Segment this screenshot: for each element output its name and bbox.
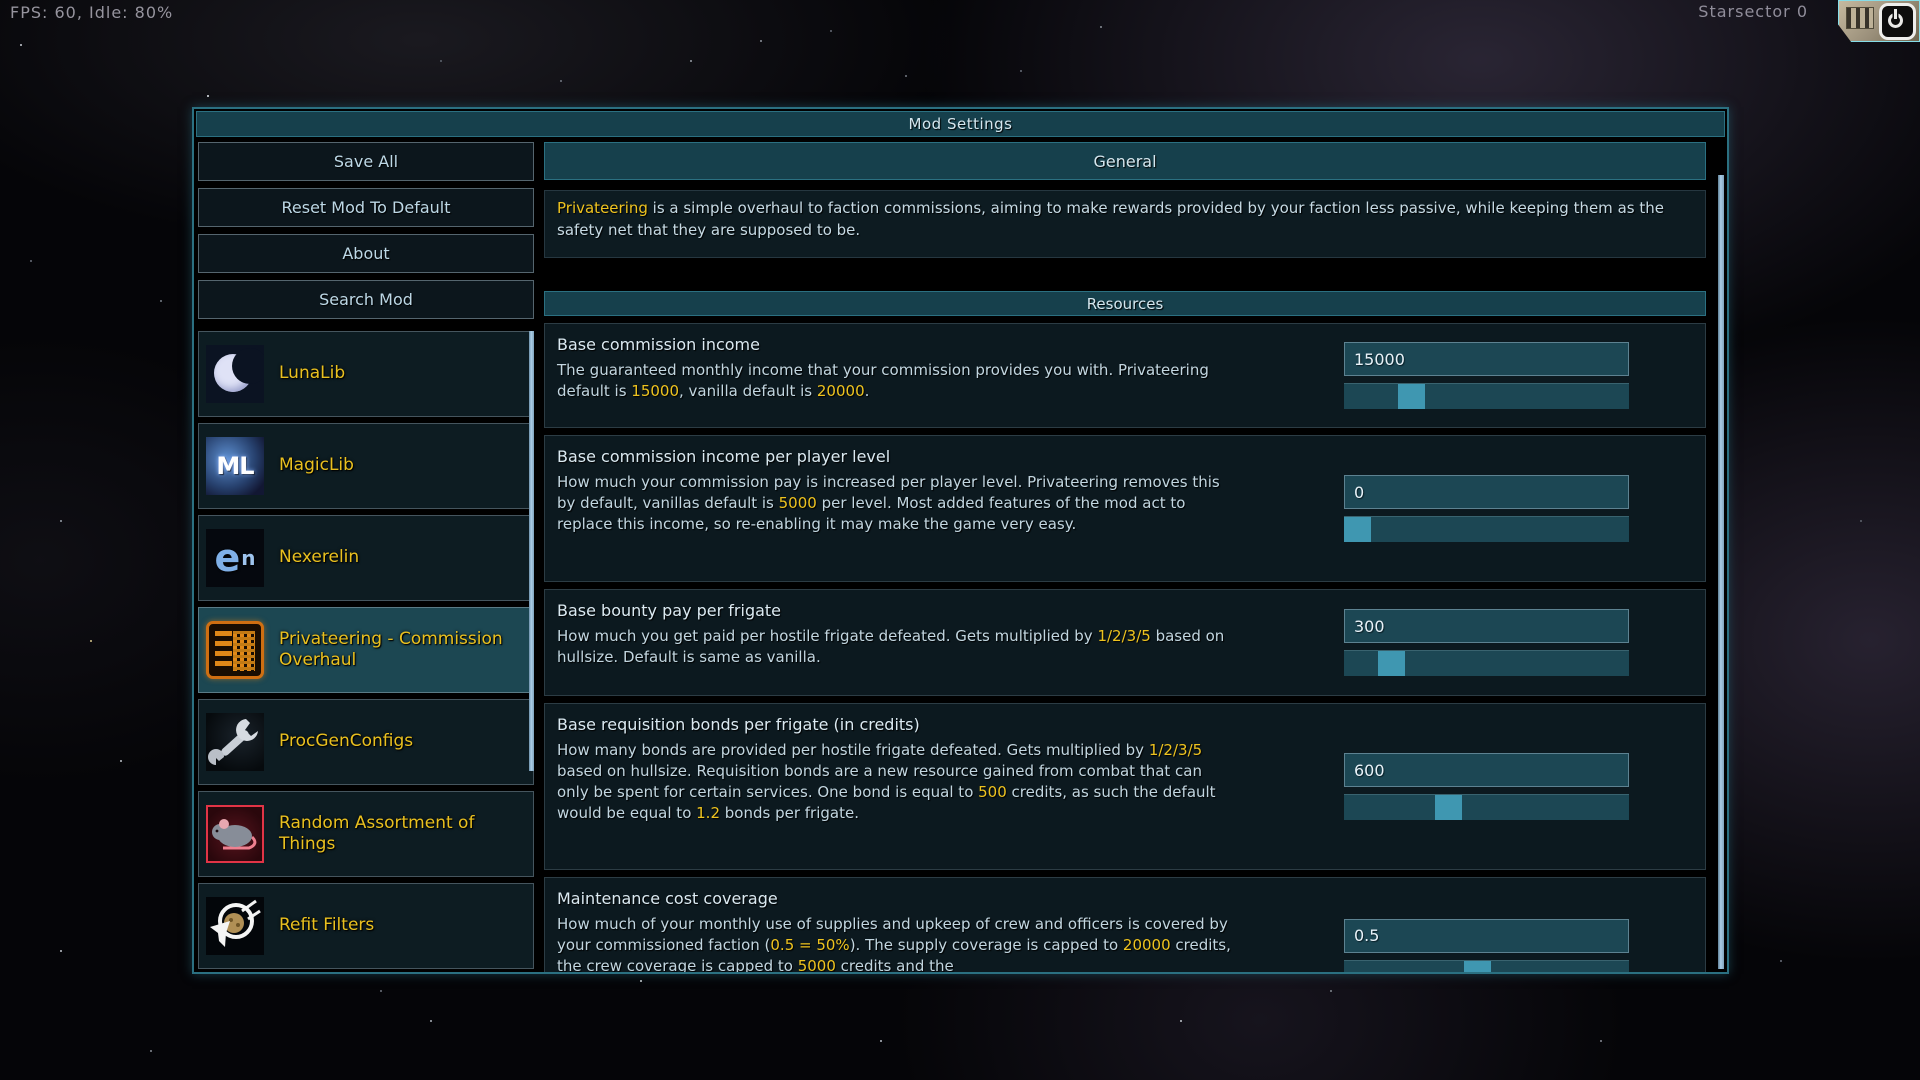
value-slider[interactable] (1344, 959, 1629, 972)
mod-item-procgenconfigs[interactable]: ProcGenConfigs (198, 699, 534, 785)
mod-description: Privateering is a simple overhaul to fac… (544, 190, 1706, 258)
dialog-title: Mod Settings (196, 111, 1725, 137)
value-slider[interactable] (1344, 650, 1629, 676)
slider-handle[interactable] (1398, 384, 1426, 409)
setting-label: Base bounty pay per frigate (557, 601, 782, 620)
mod-item-magiclib[interactable]: ML MagicLib (198, 423, 534, 509)
setting-description: How much you get paid per hostile frigat… (557, 627, 1225, 666)
mod-name: LunaLib (279, 363, 346, 384)
value-input[interactable] (1344, 342, 1629, 376)
search-mod-button[interactable]: Search Mod (198, 280, 534, 319)
power-widget (1838, 0, 1920, 42)
about-button[interactable]: About (198, 234, 534, 273)
mod-name: Random Assortment of Things (279, 812, 475, 854)
mod-settings-dialog: Mod Settings Save All Reset Mod To Defau… (192, 107, 1729, 974)
mod-item-privateering[interactable]: Privateering - Commission Overhaul (198, 607, 534, 693)
setting-row-maintenance-coverage: Maintenance cost coverage How much of yo… (544, 877, 1706, 974)
power-button[interactable] (1879, 3, 1916, 40)
save-all-button[interactable]: Save All (198, 142, 534, 181)
value-slider[interactable] (1344, 794, 1629, 820)
value-input[interactable] (1344, 918, 1629, 953)
reset-mod-button[interactable]: Reset Mod To Default (198, 188, 534, 227)
starfield-background (0, 0, 2, 2)
rat-icon (206, 805, 264, 863)
fps-counter: FPS: 60, Idle: 80% (10, 3, 174, 22)
slider-handle[interactable] (1344, 517, 1371, 542)
mod-name: Refit Filters (279, 915, 375, 936)
setting-description: How many bonds are provided per hostile … (557, 741, 1216, 822)
mod-name: ProcGenConfigs (279, 731, 414, 752)
settings-scrollbar[interactable] (1718, 175, 1724, 969)
power-icon (1888, 9, 1903, 28)
setting-row-requisition-bonds: Base requisition bonds per frigate (in c… (544, 703, 1706, 870)
setting-description: How much of your monthly use of supplies… (557, 915, 1231, 974)
settings-panel: General Privateering is a simple overhau… (544, 111, 1706, 972)
setting-label: Base commission income (557, 335, 760, 354)
magiclib-ml-logo-icon: ML (206, 437, 264, 495)
setting-row-bounty-per-frigate: Base bounty pay per frigate How much you… (544, 589, 1706, 696)
setting-label: Base commission income per player level (557, 447, 891, 466)
mod-list-scrollbar[interactable] (529, 331, 534, 771)
value-input[interactable] (1344, 609, 1629, 643)
setting-label: Maintenance cost coverage (557, 889, 778, 908)
slider-handle[interactable] (1378, 651, 1406, 676)
mod-name: Privateering - Commission Overhaul (279, 628, 503, 670)
value-input[interactable] (1344, 475, 1629, 509)
value-input[interactable] (1344, 753, 1629, 787)
slider-handle[interactable] (1435, 795, 1463, 820)
privateering-calculator-icon (206, 621, 264, 679)
value-slider[interactable] (1344, 516, 1629, 542)
mod-name: Nexerelin (279, 547, 360, 568)
grille-icon (1846, 7, 1874, 29)
general-section-header: General (544, 142, 1706, 180)
slider-handle[interactable] (1463, 960, 1491, 972)
setting-description: The guaranteed monthly income that your … (557, 361, 1209, 400)
value-slider[interactable] (1344, 383, 1629, 409)
mod-item-refit-filters[interactable]: Refit Filters (198, 883, 534, 969)
mod-name: MagicLib (279, 455, 354, 476)
wrench-icon (206, 713, 264, 771)
mod-item-random-assortment[interactable]: Random Assortment of Things (198, 791, 534, 877)
resources-section-header: Resources (544, 291, 1706, 316)
version-label: Starsector 0 (1698, 2, 1808, 21)
luna-moon-icon (206, 345, 264, 403)
funnel-magnifier-icon (206, 897, 264, 955)
setting-row-income-per-level: Base commission income per player level … (544, 435, 1706, 582)
setting-description: How much your commission pay is increase… (557, 473, 1220, 533)
sidebar: Save All Reset Mod To Default About Sear… (198, 142, 534, 969)
mod-item-lunalib[interactable]: LunaLib (198, 331, 534, 417)
setting-label: Base requisition bonds per frigate (in c… (557, 715, 920, 734)
setting-row-base-commission-income: Base commission income The guaranteed mo… (544, 323, 1706, 428)
